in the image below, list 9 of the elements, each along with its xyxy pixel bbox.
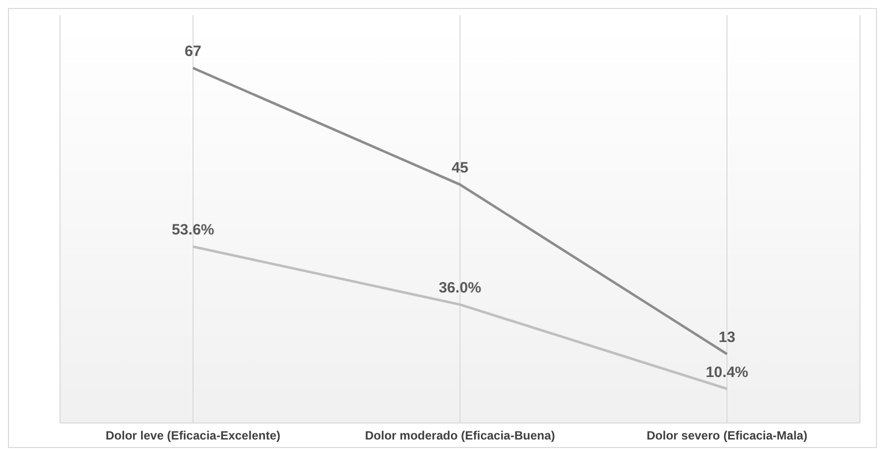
data-label: 13 (718, 329, 736, 346)
data-label: 36.0% (438, 280, 482, 297)
x-tick-label: Dolor moderado (Eficacia-Buena) (364, 428, 556, 443)
data-label: 53.6% (172, 222, 214, 239)
data-label: 67 (184, 42, 202, 60)
x-tick-label: Dolor severo (Eficacia-Mala) (646, 428, 808, 443)
x-tick-label: Dolor leve (Eficacia-Excelente) (106, 428, 280, 443)
data-label: 10.4% (706, 364, 748, 381)
data-label: 45 (452, 160, 468, 177)
